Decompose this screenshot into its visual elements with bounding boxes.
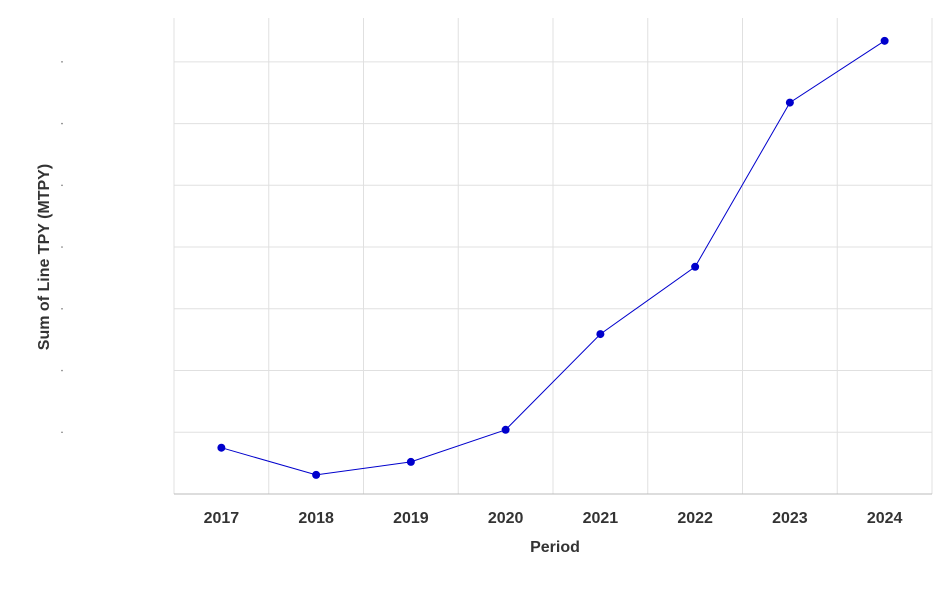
y-tick-dot bbox=[61, 184, 63, 187]
point bbox=[501, 425, 510, 434]
y-tick-dot bbox=[61, 369, 63, 372]
point bbox=[880, 36, 889, 45]
x-tick-label: 2017 bbox=[204, 510, 240, 527]
x-tick-label: 2019 bbox=[393, 510, 429, 527]
point bbox=[312, 470, 321, 479]
y-tick-dot bbox=[61, 61, 63, 63]
point bbox=[596, 330, 605, 339]
x-tick-label: 2022 bbox=[677, 510, 713, 527]
x-tick-label: 2024 bbox=[867, 510, 903, 527]
line bbox=[221, 40, 885, 476]
point bbox=[691, 262, 700, 271]
point bbox=[406, 457, 415, 466]
x-tick-label: 2023 bbox=[772, 510, 808, 527]
x-tick-label: 2021 bbox=[583, 510, 619, 527]
x-tick-label: 2018 bbox=[298, 510, 334, 527]
y-tick-dot bbox=[61, 431, 63, 434]
point bbox=[217, 443, 226, 452]
y-axis-title: Sum of Line TPY (MTPY) bbox=[36, 164, 53, 350]
x-axis-title: Period bbox=[530, 539, 580, 556]
x-tick-label: 2020 bbox=[488, 510, 524, 527]
point bbox=[785, 98, 794, 107]
y-tick-dot bbox=[61, 246, 63, 248]
y-tick-dot bbox=[61, 307, 63, 310]
y-tick-dot bbox=[61, 122, 63, 125]
